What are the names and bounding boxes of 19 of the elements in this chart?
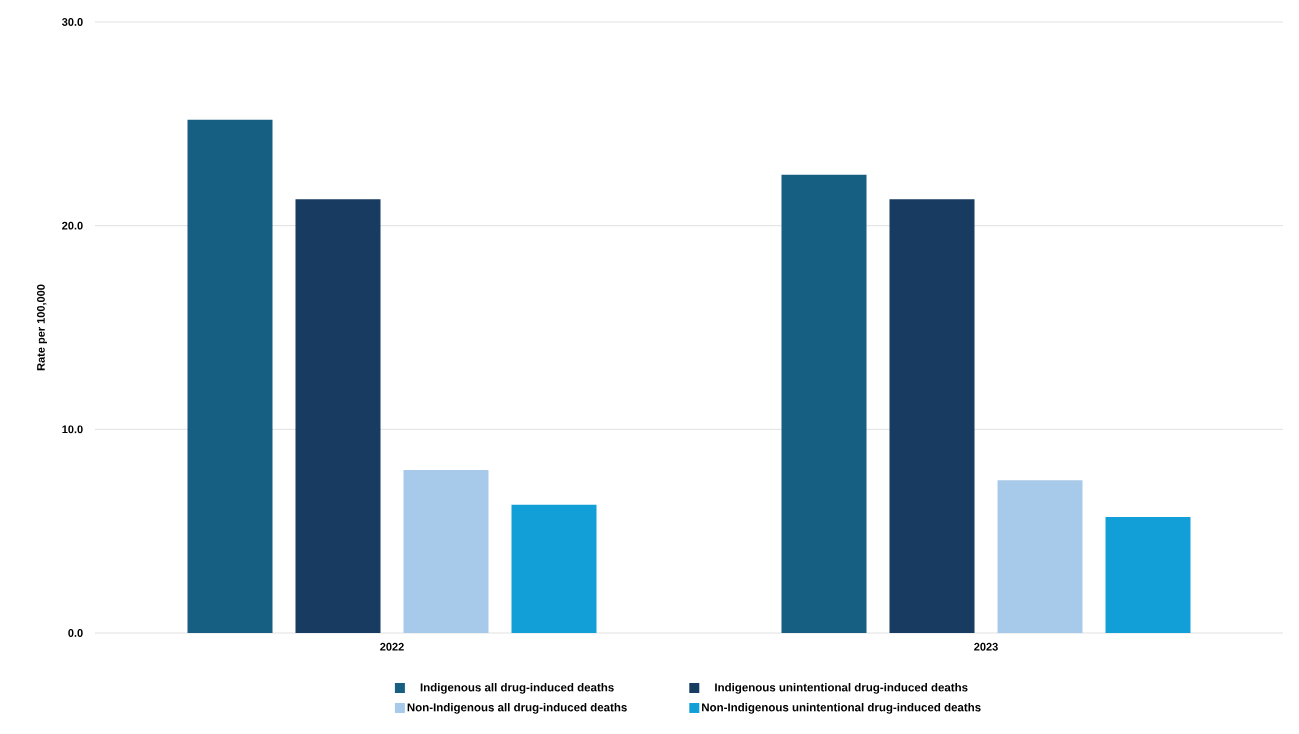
- y-tick-label: 20.0: [62, 221, 83, 230]
- y-axis-title: Rate per 100,000: [37, 284, 47, 371]
- bar: [889, 199, 975, 633]
- bar: [511, 504, 597, 633]
- bar: [997, 480, 1083, 633]
- y-tick-label: 10.0: [62, 425, 83, 434]
- x-tick-label: 2023: [974, 642, 998, 651]
- legend-label: Indigenous unintentional drug-induced deaths: [715, 683, 968, 694]
- bar: [295, 199, 381, 633]
- bar: [187, 119, 273, 633]
- legend-label: Non-Indigenous all drug-induced deaths: [407, 702, 627, 714]
- bar: [403, 470, 489, 633]
- bar: [1105, 516, 1191, 633]
- legend-label: Non-Indigenous unintentional drug-induced deaths: [702, 702, 981, 714]
- x-tick-label: 2022: [380, 642, 404, 651]
- bar: [781, 174, 867, 633]
- y-tick-label: 30.0: [61, 18, 83, 26]
- legend-label: Indigenous all drug-induced deaths: [420, 683, 614, 694]
- y-tick-label: 0.0: [68, 629, 83, 637]
